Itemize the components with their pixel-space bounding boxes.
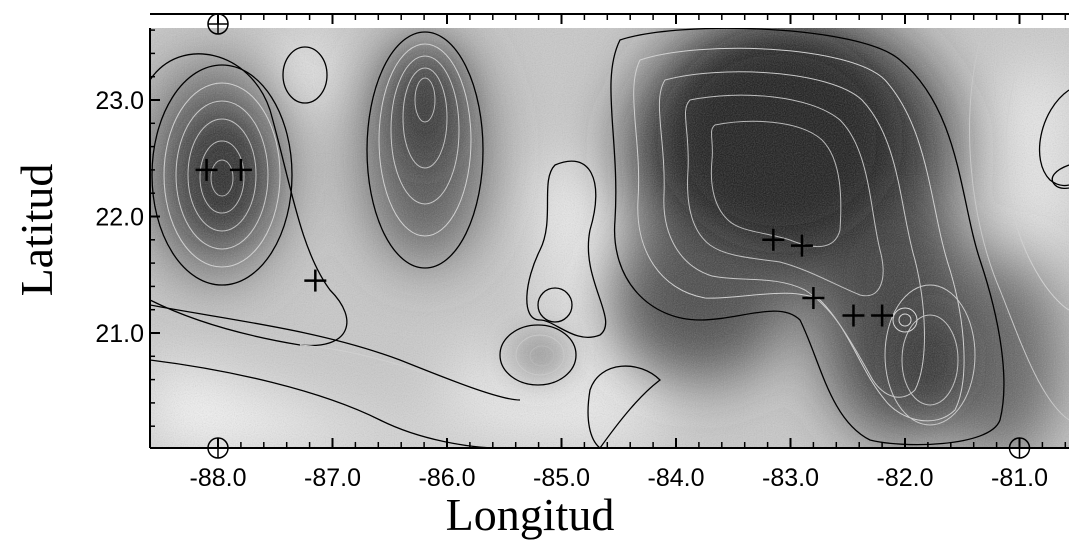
circle-marker xyxy=(1008,437,1031,459)
plot-frame xyxy=(149,13,1069,449)
x-tick-label: -86.0 xyxy=(419,464,476,492)
cross-marker xyxy=(304,269,327,292)
cross-marker xyxy=(842,304,865,327)
x-tick-label: -82.0 xyxy=(877,464,934,492)
y-tick-label: 21.0 xyxy=(95,320,144,348)
x-tick-label: -84.0 xyxy=(648,464,705,492)
circle-marker xyxy=(207,437,229,459)
x-tick-label: -83.0 xyxy=(762,464,819,492)
cross-marker xyxy=(229,158,252,181)
x-tick-label: -85.0 xyxy=(533,464,590,492)
y-tick-label: 22.0 xyxy=(95,204,144,232)
x-axis-title: Longitud xyxy=(446,489,615,540)
x-tick-label: -87.0 xyxy=(304,464,361,492)
density-field xyxy=(150,28,1069,448)
y-axis-ticks: 23.0 22.0 21.0 xyxy=(95,29,160,427)
x-tick-label: -88.0 xyxy=(190,464,247,492)
y-axis-title: Latitud xyxy=(11,164,62,297)
circle-markers xyxy=(207,13,1031,459)
cross-marker xyxy=(802,287,825,310)
cross-marker xyxy=(762,228,785,251)
x-tick-label: -81.0 xyxy=(991,464,1048,492)
cross-marker xyxy=(790,234,813,257)
x-axis-ticks: -88.0 -87.0 -86.0 -85.0 -84.0 -83.0 -82.0 -81.0 xyxy=(190,14,1067,492)
cross-markers xyxy=(195,158,894,327)
circle-marker xyxy=(207,13,229,35)
cross-marker xyxy=(871,304,894,327)
y-tick-label: 23.0 xyxy=(95,87,144,115)
cross-marker xyxy=(195,158,218,181)
